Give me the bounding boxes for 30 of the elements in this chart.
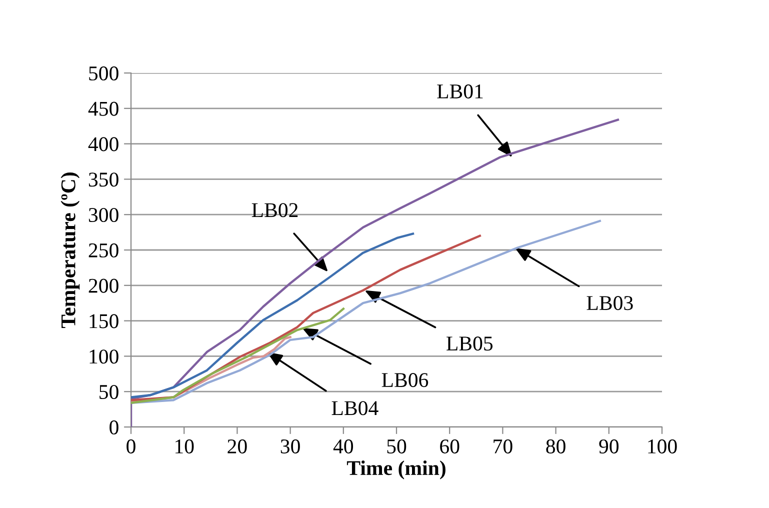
x-tick-label: 60	[440, 439, 460, 454]
y-axis-title: Temperature (ºC)	[60, 172, 80, 328]
y-tick-label: 450	[88, 102, 118, 116]
y-tick-label: 50	[100, 384, 118, 400]
y-tick-label: 350	[88, 172, 118, 187]
x-tick-label: 90	[599, 439, 619, 454]
annotation: LB04	[332, 401, 378, 416]
annotation: LB03	[586, 296, 633, 310]
y-tick-label: 0	[110, 420, 118, 434]
x-tick-label: 100	[648, 439, 677, 454]
y-tick-label: 400	[88, 137, 118, 152]
annotation: LB01	[437, 84, 483, 98]
x-tick-label: 10	[176, 439, 194, 454]
y-tick-label: 500	[89, 66, 118, 80]
x-tick-label: 30	[280, 439, 300, 454]
y-tick-label: 150	[90, 314, 118, 328]
annotation: LB05	[446, 336, 493, 351]
x-tick-label: 20	[228, 439, 247, 454]
annotation: LB02	[252, 203, 298, 218]
x-tick-label: 50	[387, 439, 406, 454]
x-axis-title: Time (min)	[346, 460, 446, 480]
x-tick-label: 80	[546, 439, 566, 454]
x-tick-label: 70	[494, 439, 512, 454]
y-tick-label: 200	[88, 278, 118, 293]
y-tick-label: 250	[88, 243, 118, 258]
y-tick-label: 100	[90, 350, 118, 364]
annotation: LB06	[382, 373, 428, 388]
x-tick-label: 40	[333, 439, 354, 454]
y-tick-label: 300	[88, 208, 118, 222]
x-tick-label: 0	[126, 439, 136, 454]
